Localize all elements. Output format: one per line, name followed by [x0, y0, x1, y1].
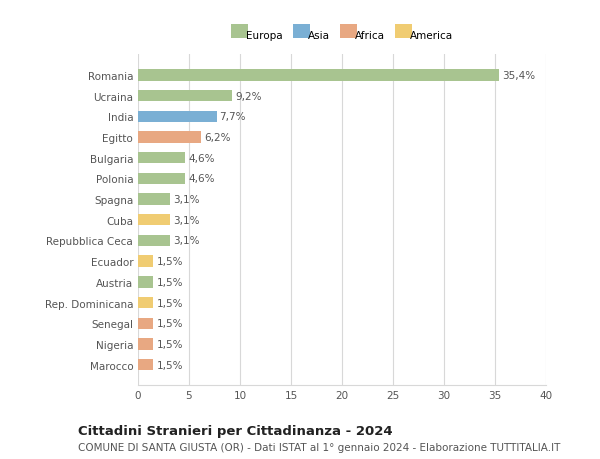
Text: 1,5%: 1,5%: [157, 257, 183, 267]
Text: 1,5%: 1,5%: [157, 298, 183, 308]
Text: 35,4%: 35,4%: [502, 71, 535, 81]
Text: 4,6%: 4,6%: [188, 153, 214, 163]
Bar: [138, 112, 217, 123]
Text: Cittadini Stranieri per Cittadinanza - 2024: Cittadini Stranieri per Cittadinanza - 2…: [78, 425, 392, 437]
Bar: [138, 339, 154, 350]
Text: 3,1%: 3,1%: [173, 195, 199, 205]
Text: 1,5%: 1,5%: [157, 360, 183, 370]
Text: COMUNE DI SANTA GIUSTA (OR) - Dati ISTAT al 1° gennaio 2024 - Elaborazione TUTTI: COMUNE DI SANTA GIUSTA (OR) - Dati ISTAT…: [78, 442, 560, 452]
Text: 7,7%: 7,7%: [220, 112, 246, 122]
Text: 1,5%: 1,5%: [157, 339, 183, 349]
Legend: Europa, Asia, Africa, America: Europa, Asia, Africa, America: [232, 31, 452, 40]
Bar: [138, 153, 185, 164]
Text: 4,6%: 4,6%: [188, 174, 214, 184]
Bar: [138, 256, 154, 267]
Bar: [138, 235, 170, 246]
Text: 9,2%: 9,2%: [235, 91, 262, 101]
Bar: [138, 318, 154, 329]
Text: 1,5%: 1,5%: [157, 319, 183, 329]
Bar: [138, 215, 170, 226]
Text: 3,1%: 3,1%: [173, 236, 199, 246]
Text: 6,2%: 6,2%: [204, 133, 231, 143]
Bar: [138, 174, 185, 185]
Bar: [138, 91, 232, 102]
Bar: [138, 277, 154, 288]
Text: 3,1%: 3,1%: [173, 215, 199, 225]
Text: 1,5%: 1,5%: [157, 277, 183, 287]
Bar: [138, 132, 201, 143]
Bar: [138, 359, 154, 370]
Bar: [138, 297, 154, 308]
Bar: [138, 194, 170, 205]
Bar: [138, 70, 499, 81]
